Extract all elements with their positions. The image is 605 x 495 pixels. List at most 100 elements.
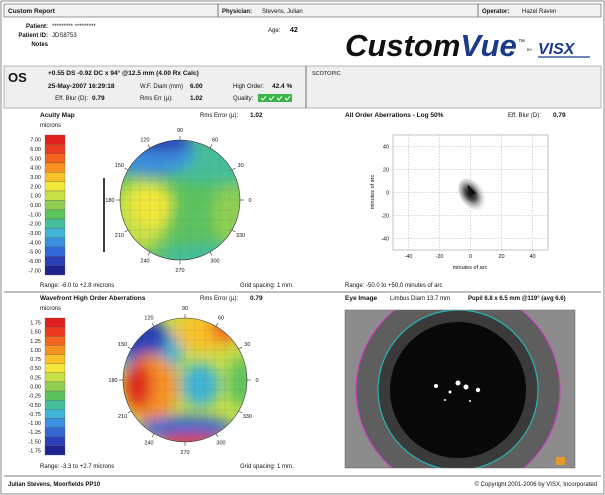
y-tick-label: 0 bbox=[386, 191, 389, 197]
scale-swatch bbox=[45, 428, 65, 437]
notes-label: Notes bbox=[31, 42, 48, 48]
scale-label: -1.00 bbox=[28, 212, 41, 218]
high-order-label: High Order: bbox=[233, 84, 264, 90]
operator: Hazel Raven bbox=[522, 9, 556, 15]
x-axis-label: minutes of arc bbox=[453, 265, 488, 271]
eye-photo bbox=[345, 288, 575, 492]
scale-label: 3.00 bbox=[30, 175, 41, 181]
eye: OS bbox=[8, 70, 27, 85]
scale-swatch bbox=[45, 200, 65, 209]
scale-swatch bbox=[45, 446, 65, 455]
quality-label: Quality: bbox=[233, 96, 254, 102]
scale-swatch bbox=[45, 154, 65, 163]
y-tick-label: -40 bbox=[381, 237, 389, 243]
blur-label: Eff. Blur (D): bbox=[508, 113, 541, 119]
scale-swatch bbox=[45, 437, 65, 446]
x-tick-label: -40 bbox=[405, 254, 413, 260]
scale-label: -5.00 bbox=[28, 250, 41, 256]
rms: 1.02 bbox=[250, 112, 263, 119]
logo-by: BY bbox=[527, 47, 533, 52]
age-label: Age: bbox=[268, 28, 281, 34]
footer-left: Julian Stevens, Moorfields PP10 bbox=[8, 482, 101, 488]
scale-label: 5.00 bbox=[30, 156, 41, 162]
scale-swatch bbox=[45, 219, 65, 228]
scale-label: 6.00 bbox=[30, 147, 41, 153]
y-axis-label: minutes of arc bbox=[370, 174, 376, 209]
angle-label: 90 bbox=[177, 128, 183, 134]
angle-label: 210 bbox=[115, 233, 124, 239]
report: Custom Report Physician: Stevens, Julian… bbox=[0, 0, 605, 495]
angle-label: 60 bbox=[218, 316, 224, 322]
range: Range: -6.0 to +2.8 microns bbox=[40, 283, 114, 289]
scale-swatch bbox=[45, 400, 65, 409]
rms-label: Rms Error (µ): bbox=[200, 296, 238, 302]
rx: +0.55 DS -0.92 DC x 94° @12.5 mm (4.00 R… bbox=[48, 69, 199, 77]
y-tick-label: 40 bbox=[383, 145, 389, 151]
scale-swatch bbox=[45, 345, 65, 354]
angle-label: 300 bbox=[216, 440, 225, 446]
physician: Stevens, Julian bbox=[262, 9, 303, 15]
scale-label: -6.00 bbox=[28, 259, 41, 265]
angle-label: 30 bbox=[238, 163, 244, 169]
scale-swatch bbox=[45, 144, 65, 153]
scale-swatch bbox=[45, 182, 65, 191]
scale-swatch bbox=[45, 135, 65, 144]
scale-label: 0.50 bbox=[30, 366, 41, 372]
footer-right: © Copyright 2001-2006 by VISX, Incorpora… bbox=[475, 481, 598, 488]
scale-label: 1.25 bbox=[30, 339, 41, 345]
scale-label: -4.00 bbox=[28, 240, 41, 246]
scale-label: -2.00 bbox=[28, 222, 41, 228]
angle-label: 180 bbox=[105, 198, 114, 204]
age: 42 bbox=[290, 27, 298, 34]
scale-label: 1.75 bbox=[30, 321, 41, 327]
wf-diam-label: W.F. Diam (mm) bbox=[140, 84, 183, 90]
scale-swatch bbox=[45, 163, 65, 172]
x-tick-label: -20 bbox=[436, 254, 444, 260]
scale-swatch bbox=[45, 355, 65, 364]
scale-label: -7.00 bbox=[28, 268, 41, 274]
angle-label: 270 bbox=[175, 268, 184, 274]
angle-label: 330 bbox=[236, 233, 245, 239]
patient-label: Patient: bbox=[26, 24, 48, 30]
angle-label: 330 bbox=[243, 414, 252, 420]
scale-label: -1.50 bbox=[28, 439, 41, 445]
lighting: SCOTOPIC bbox=[312, 71, 341, 77]
quality-checks bbox=[258, 94, 292, 102]
high-order: 42.4 % bbox=[272, 83, 292, 90]
angle-label: 0 bbox=[248, 198, 251, 204]
panel-title: Wavefront High Order Aberrations bbox=[40, 295, 146, 302]
scale-label: 1.00 bbox=[30, 194, 41, 200]
unit: microns bbox=[40, 123, 61, 129]
angle-label: 180 bbox=[108, 378, 117, 384]
scale-label: 1.00 bbox=[30, 348, 41, 354]
scale-label: 0.00 bbox=[30, 203, 41, 209]
scale-swatch bbox=[45, 172, 65, 181]
scale-swatch bbox=[45, 238, 65, 247]
scale-swatch bbox=[45, 336, 65, 345]
panel-title: Acuity Map bbox=[40, 112, 75, 119]
patient-id-label: Patient ID: bbox=[18, 33, 48, 39]
scale-label: -0.50 bbox=[28, 403, 41, 409]
scale-swatch bbox=[45, 391, 65, 400]
rms: 0.79 bbox=[250, 295, 263, 302]
psf-plot: -40-2002040-40-2002040 bbox=[381, 135, 548, 260]
scale-swatch bbox=[45, 318, 65, 327]
scale-swatch bbox=[45, 418, 65, 427]
range: Range: -50.0 to +50.0 minutes of arc bbox=[345, 283, 443, 289]
angle-label: 300 bbox=[210, 259, 219, 265]
angle-label: 120 bbox=[144, 316, 153, 322]
scale-swatch bbox=[45, 247, 65, 256]
x-tick-label: 40 bbox=[529, 254, 535, 260]
grid-spacing: Grid spacing: 1 mm. bbox=[240, 283, 294, 289]
grid-spacing: Grid spacing: 1 mm. bbox=[240, 464, 294, 470]
angle-label: 210 bbox=[118, 414, 127, 420]
wf-diam: 6.00 bbox=[190, 83, 203, 90]
scale-swatch bbox=[45, 256, 65, 265]
scale-label: 1.50 bbox=[30, 330, 41, 336]
eff-blur-label: Eff. Blur (D): bbox=[55, 96, 88, 102]
scale-label: -3.00 bbox=[28, 231, 41, 237]
limbus: Limbus Diam 13.7 mm bbox=[390, 296, 450, 302]
y-tick-label: 20 bbox=[383, 168, 389, 174]
logo-tm: ™ bbox=[518, 39, 525, 46]
scale-swatch bbox=[45, 228, 65, 237]
